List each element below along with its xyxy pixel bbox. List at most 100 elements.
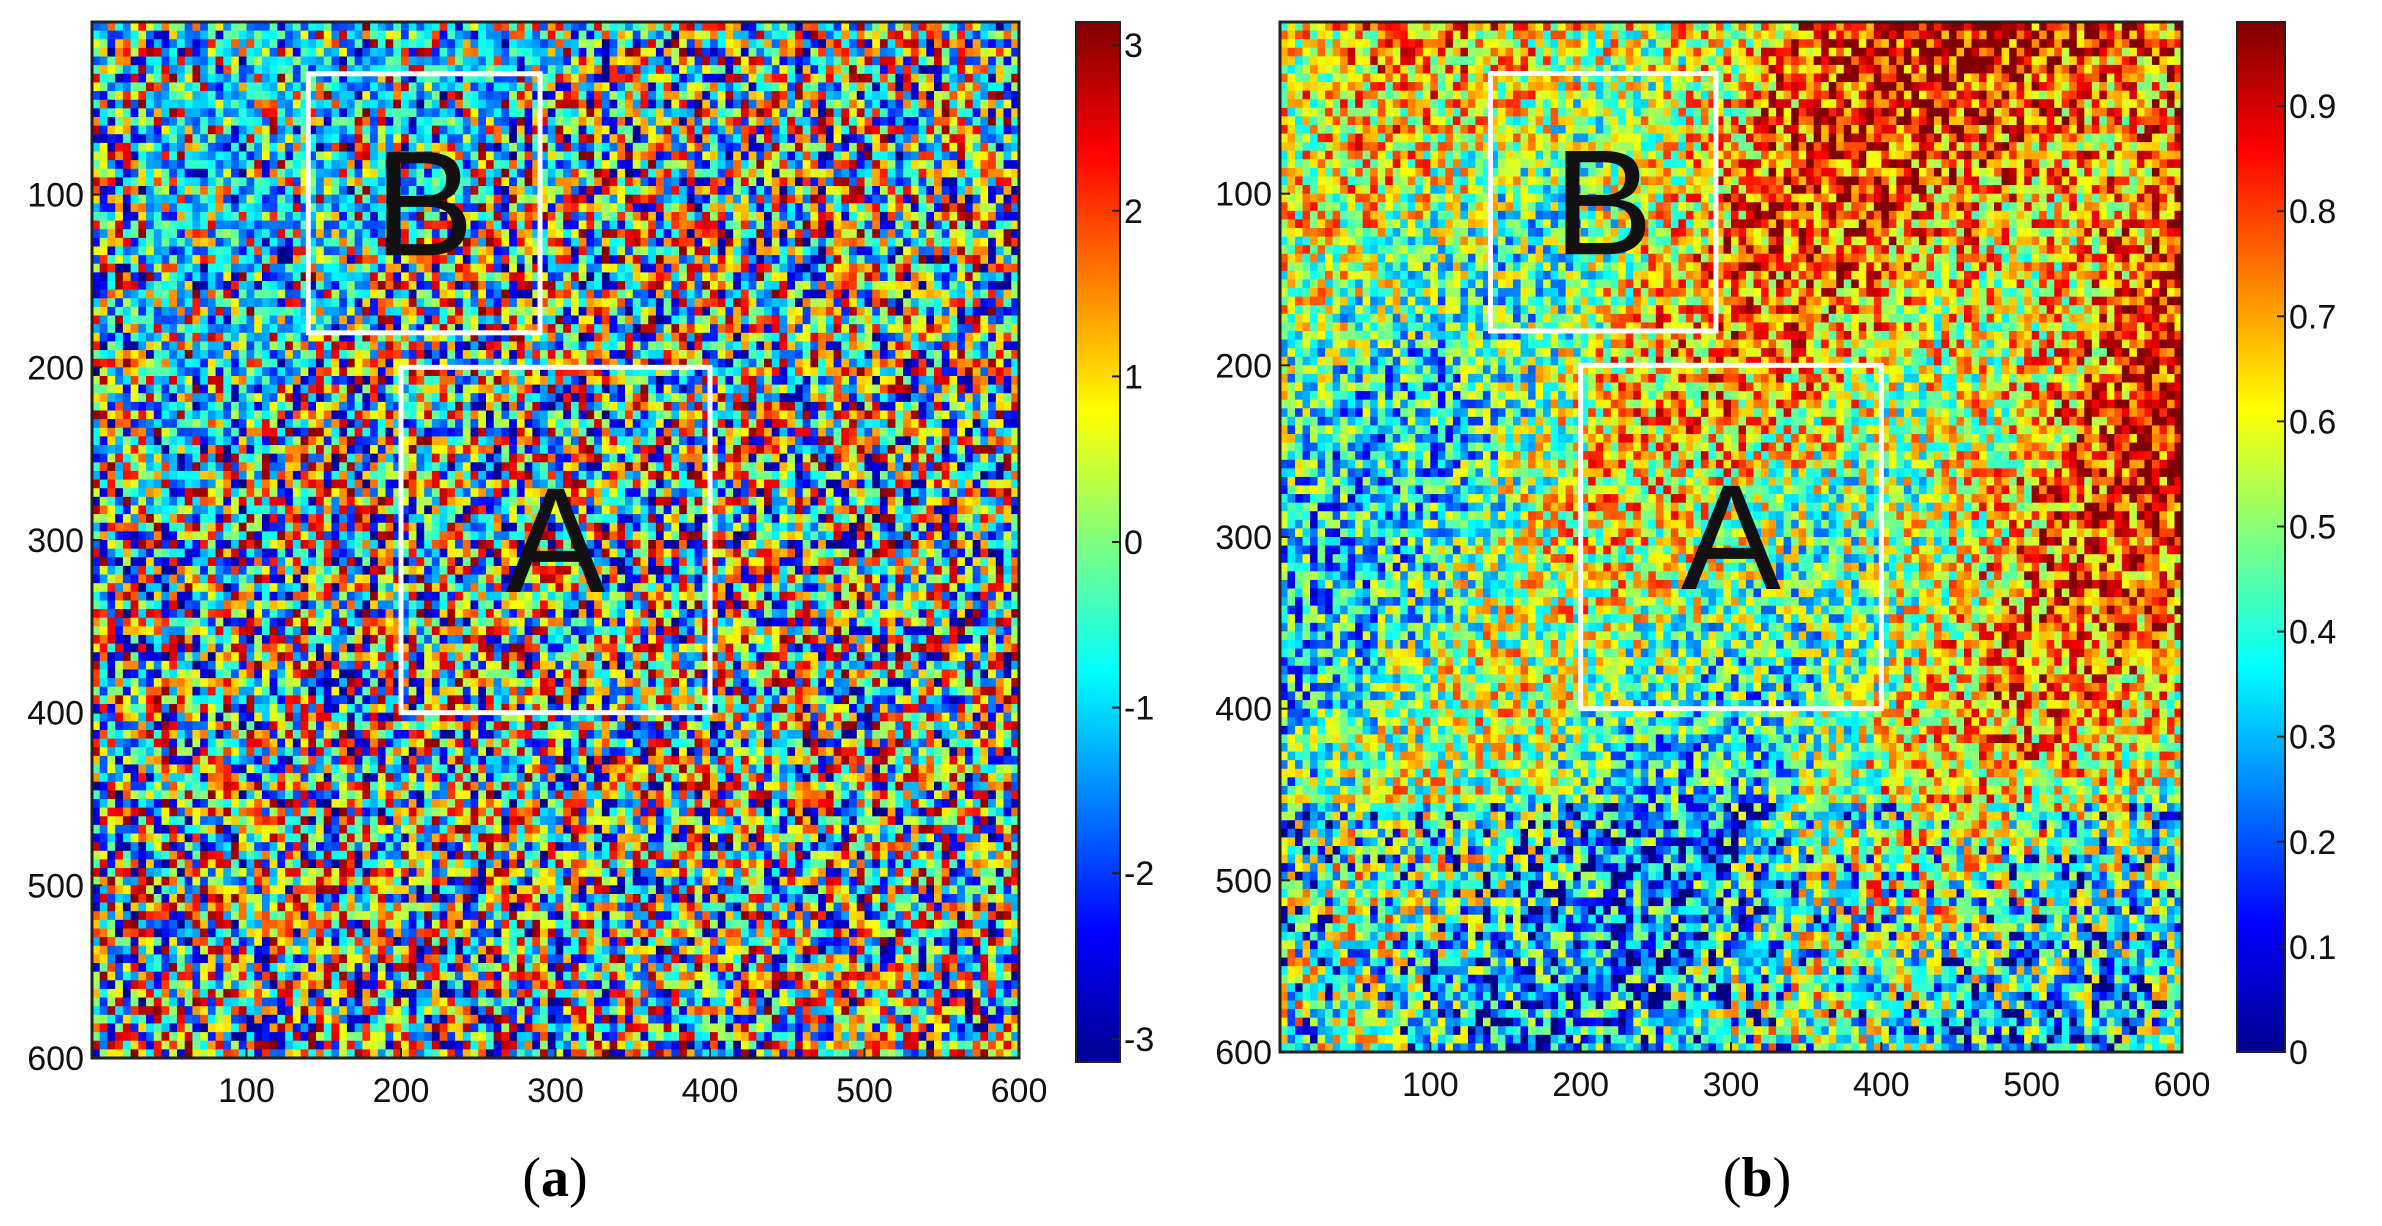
heatmap-cell	[316, 609, 324, 618]
heatmap-cell	[200, 462, 208, 471]
heatmap-cell	[293, 411, 301, 420]
heatmap-cell	[216, 393, 224, 402]
heatmap-cell	[331, 575, 339, 584]
heatmap-cell	[123, 540, 131, 549]
heatmap-cell	[285, 885, 293, 894]
heatmap-cell	[107, 1041, 115, 1050]
heatmap-cell	[362, 505, 370, 514]
heatmap-cell	[138, 842, 146, 851]
heatmap-cell	[285, 333, 293, 342]
heatmap-cell	[386, 557, 394, 566]
heatmap-cell	[355, 704, 363, 713]
heatmap-cell	[115, 316, 123, 325]
heatmap-cell	[100, 851, 108, 860]
heatmap-cell	[308, 411, 316, 420]
heatmap-cell	[231, 1032, 239, 1041]
heatmap-cell	[316, 1023, 324, 1032]
heatmap-cell	[324, 946, 332, 955]
heatmap-cell	[370, 687, 378, 696]
heatmap-cell	[131, 39, 139, 48]
heatmap-cell	[154, 635, 162, 644]
heatmap-cell	[285, 48, 293, 57]
heatmap-cell	[277, 644, 285, 653]
heatmap-cell	[239, 963, 247, 972]
heatmap-cell	[339, 842, 347, 851]
heatmap-cell	[324, 531, 332, 540]
heatmap-cell	[324, 411, 332, 420]
heatmap-cell	[285, 471, 293, 480]
heatmap-cell	[370, 652, 378, 661]
heatmap-cell	[239, 436, 247, 445]
heatmap-cell	[115, 514, 123, 523]
heatmap-cell	[138, 333, 146, 342]
heatmap-cell	[409, 298, 417, 307]
heatmap-cell	[138, 65, 146, 74]
heatmap-cell	[162, 436, 170, 445]
heatmap-cell	[162, 704, 170, 713]
heatmap-cell	[177, 661, 185, 670]
heatmap-cell	[316, 471, 324, 480]
heatmap-cell	[162, 402, 170, 411]
heatmap-cell	[162, 1032, 170, 1041]
heatmap-cell	[386, 877, 394, 886]
heatmap-cell	[262, 177, 270, 186]
heatmap-cell	[200, 782, 208, 791]
heatmap-cell	[200, 117, 208, 126]
heatmap-cell	[100, 773, 108, 782]
heatmap-cell	[254, 350, 262, 359]
heatmap-cell	[208, 264, 216, 273]
heatmap-cell	[316, 57, 324, 66]
heatmap-cell	[386, 566, 394, 575]
heatmap-cell	[285, 859, 293, 868]
heatmap-cell	[192, 592, 200, 601]
heatmap-cell	[301, 937, 309, 946]
heatmap-cell	[100, 134, 108, 143]
heatmap-cell	[370, 626, 378, 635]
heatmap-cell	[277, 488, 285, 497]
heatmap-cell	[308, 954, 316, 963]
heatmap-cell	[355, 108, 363, 117]
heatmap-cell	[277, 229, 285, 238]
heatmap-cell	[169, 367, 177, 376]
heatmap-cell	[247, 238, 255, 247]
heatmap-cell	[192, 773, 200, 782]
heatmap-cell	[138, 229, 146, 238]
heatmap-cell	[223, 1006, 231, 1015]
heatmap-cell	[409, 445, 417, 454]
heatmap-cell	[216, 557, 224, 566]
heatmap-cell	[386, 721, 394, 730]
heatmap-cell	[208, 100, 216, 109]
heatmap-cell	[378, 385, 386, 394]
heatmap-cell	[107, 739, 115, 748]
heatmap-cell	[100, 402, 108, 411]
heatmap-cell	[131, 471, 139, 480]
heatmap-cell	[162, 341, 170, 350]
heatmap-cell	[254, 1041, 262, 1050]
heatmap-cell	[146, 152, 154, 161]
heatmap-cell	[177, 471, 185, 480]
heatmap-cell	[162, 57, 170, 66]
heatmap-cell	[247, 74, 255, 83]
heatmap-cell	[316, 998, 324, 1007]
heatmap-cell	[262, 385, 270, 394]
heatmap-cell	[293, 272, 301, 281]
heatmap-cell	[138, 462, 146, 471]
heatmap-cell	[154, 385, 162, 394]
heatmap-cell	[270, 134, 278, 143]
heatmap-cell	[270, 350, 278, 359]
heatmap-cell	[285, 514, 293, 523]
heatmap-cell	[177, 730, 185, 739]
heatmap-cell	[138, 592, 146, 601]
heatmap-cell	[162, 514, 170, 523]
heatmap-cell	[285, 575, 293, 584]
heatmap-cell	[200, 756, 208, 765]
heatmap-cell	[185, 816, 193, 825]
heatmap-cell	[162, 177, 170, 186]
heatmap-cell	[216, 661, 224, 670]
heatmap-cell	[185, 385, 193, 394]
heatmap-cell	[331, 255, 339, 264]
heatmap-cell	[100, 678, 108, 687]
heatmap-cell	[177, 341, 185, 350]
heatmap-cell	[247, 126, 255, 135]
heatmap-cell	[247, 652, 255, 661]
